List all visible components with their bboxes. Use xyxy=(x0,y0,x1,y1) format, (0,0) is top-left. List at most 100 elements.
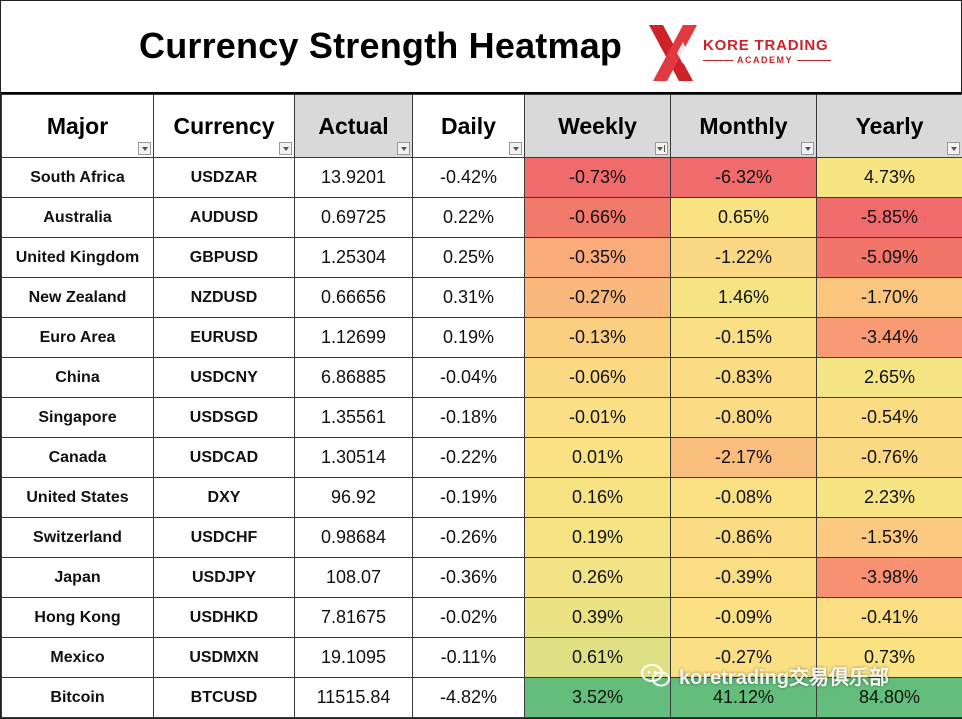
cell-actual: 0.98684 xyxy=(294,517,413,558)
kore-x-icon xyxy=(649,25,697,81)
cell-weekly: 0.01% xyxy=(524,437,671,478)
cell-monthly: 0.65% xyxy=(670,197,817,238)
table-row: Australia AUDUSD 0.69725 0.22% -0.66% 0.65% -5… xyxy=(1,197,962,238)
cell-actual: 1.35561 xyxy=(294,397,413,438)
page-title: Currency Strength Heatmap xyxy=(139,25,623,66)
cell-daily: -0.26% xyxy=(412,517,525,558)
filter-dropdown-icon[interactable] xyxy=(138,142,151,155)
col-header-major: Major xyxy=(1,94,154,158)
cell-yearly: -1.70% xyxy=(816,277,962,318)
cell-actual: 96.92 xyxy=(294,477,413,518)
table-row: Mexico USDMXN 19.1095 -0.11% 0.61% -0.27% 0.73… xyxy=(1,637,962,678)
cell-actual: 0.69725 xyxy=(294,197,413,238)
table-row: China USDCNY 6.86885 -0.04% -0.06% -0.83% 2.65… xyxy=(1,357,962,398)
cell-major: Mexico xyxy=(1,637,154,678)
cell-daily: 0.31% xyxy=(412,277,525,318)
cell-weekly: -0.06% xyxy=(524,357,671,398)
cell-weekly: 3.52% xyxy=(524,677,671,718)
cell-yearly: 84.80% xyxy=(816,677,962,718)
cell-actual: 11515.84 xyxy=(294,677,413,718)
cell-weekly: -0.35% xyxy=(524,237,671,278)
kore-trading-logo: KORE TRADING ACADEMY xyxy=(647,25,837,81)
table-row: Japan USDJPY 108.07 -0.36% 0.26% -0.39% -3.98% xyxy=(1,557,962,598)
col-header-actual: Actual xyxy=(294,94,413,158)
sort-filter-icon[interactable] xyxy=(655,142,668,155)
table-row: Singapore USDSGD 1.35561 -0.18% -0.01% -0.80%… xyxy=(1,397,962,438)
filter-dropdown-icon[interactable] xyxy=(279,142,292,155)
cell-weekly: 0.19% xyxy=(524,517,671,558)
cell-major: Switzerland xyxy=(1,517,154,558)
cell-yearly: -0.76% xyxy=(816,437,962,478)
cell-major: Hong Kong xyxy=(1,597,154,638)
cell-daily: 0.25% xyxy=(412,237,525,278)
cell-major: Canada xyxy=(1,437,154,478)
cell-yearly: -0.41% xyxy=(816,597,962,638)
table-row: United Kingdom GBPUSD 1.25304 0.25% -0.35% -1… xyxy=(1,237,962,278)
cell-currency: USDHKD xyxy=(153,597,295,638)
cell-major: New Zealand xyxy=(1,277,154,318)
cell-yearly: -5.09% xyxy=(816,237,962,278)
cell-monthly: -0.08% xyxy=(670,477,817,518)
cell-yearly: 4.73% xyxy=(816,157,962,198)
table-row: Hong Kong USDHKD 7.81675 -0.02% 0.39% -0.09% -… xyxy=(1,597,962,638)
cell-major: United Kingdom xyxy=(1,237,154,278)
cell-major: China xyxy=(1,357,154,398)
cell-daily: -0.42% xyxy=(412,157,525,198)
cell-weekly: -0.13% xyxy=(524,317,671,358)
cell-daily: -0.02% xyxy=(412,597,525,638)
cell-major: Australia xyxy=(1,197,154,238)
filter-dropdown-icon[interactable] xyxy=(947,142,960,155)
cell-monthly: -1.22% xyxy=(670,237,817,278)
cell-monthly: 1.46% xyxy=(670,277,817,318)
cell-daily: -0.36% xyxy=(412,557,525,598)
cell-currency: USDCHF xyxy=(153,517,295,558)
table-row: Switzerland USDCHF 0.98684 -0.26% 0.19% -0.86… xyxy=(1,517,962,558)
cell-monthly: -0.27% xyxy=(670,637,817,678)
cell-actual: 1.30514 xyxy=(294,437,413,478)
cell-monthly: -6.32% xyxy=(670,157,817,198)
cell-monthly: -0.15% xyxy=(670,317,817,358)
cell-daily: -0.18% xyxy=(412,397,525,438)
cell-actual: 1.25304 xyxy=(294,237,413,278)
cell-major: Japan xyxy=(1,557,154,598)
cell-weekly: -0.01% xyxy=(524,397,671,438)
cell-actual: 6.86885 xyxy=(294,357,413,398)
cell-actual: 13.9201 xyxy=(294,157,413,198)
filter-dropdown-icon[interactable] xyxy=(801,142,814,155)
col-header-daily: Daily xyxy=(412,94,525,158)
cell-currency: USDJPY xyxy=(153,557,295,598)
cell-monthly: 41.12% xyxy=(670,677,817,718)
col-header-weekly: Weekly xyxy=(524,94,671,158)
cell-weekly: -0.66% xyxy=(524,197,671,238)
cell-actual: 108.07 xyxy=(294,557,413,598)
cell-currency: USDCNY xyxy=(153,357,295,398)
cell-major: United States xyxy=(1,477,154,518)
cell-currency: EURUSD xyxy=(153,317,295,358)
filter-dropdown-icon[interactable] xyxy=(397,142,410,155)
col-header-yearly: Yearly xyxy=(816,94,962,158)
cell-monthly: -0.39% xyxy=(670,557,817,598)
table-row: Euro Area EURUSD 1.12699 0.19% -0.13% -0.15% -… xyxy=(1,317,962,358)
cell-monthly: -0.09% xyxy=(670,597,817,638)
cell-yearly: -3.98% xyxy=(816,557,962,598)
logo-brand: KORE TRADING xyxy=(703,37,829,54)
header-row: Major Currency Actual Daily Weekly Month… xyxy=(1,94,962,158)
cell-weekly: 0.39% xyxy=(524,597,671,638)
cell-yearly: 2.23% xyxy=(816,477,962,518)
cell-daily: -0.04% xyxy=(412,357,525,398)
cell-weekly: -0.73% xyxy=(524,157,671,198)
table-row: United States DXY 96.92 -0.19% 0.16% -0.08% 2.… xyxy=(1,477,962,518)
cell-yearly: -1.53% xyxy=(816,517,962,558)
cell-daily: 0.22% xyxy=(412,197,525,238)
cell-daily: -4.82% xyxy=(412,677,525,718)
cell-weekly: 0.26% xyxy=(524,557,671,598)
filter-dropdown-icon[interactable] xyxy=(509,142,522,155)
logo-subtitle: ACADEMY xyxy=(733,55,798,65)
title-bar: Currency Strength Heatmap KORE TRADING A… xyxy=(1,1,961,94)
cell-currency: USDSGD xyxy=(153,397,295,438)
cell-major: Euro Area xyxy=(1,317,154,358)
col-header-monthly: Monthly xyxy=(670,94,817,158)
heatmap-table: Major Currency Actual Daily Weekly Month… xyxy=(1,94,962,718)
cell-currency: NZDUSD xyxy=(153,277,295,318)
